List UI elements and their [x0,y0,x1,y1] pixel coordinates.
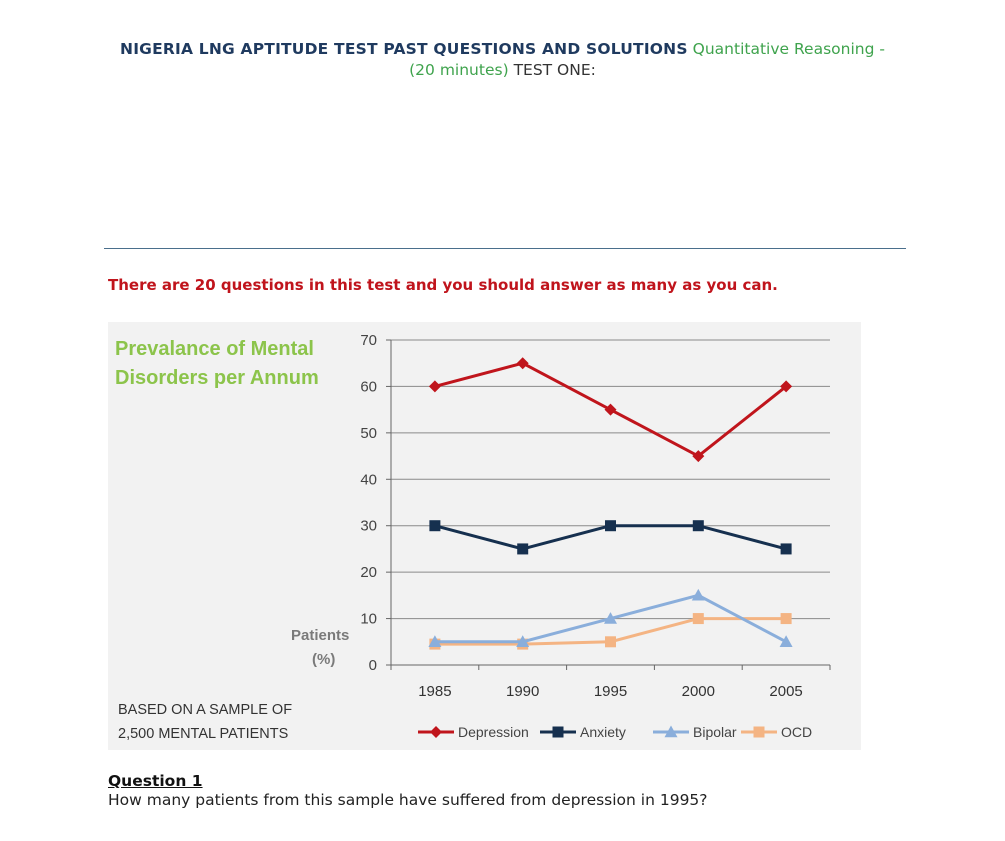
chart-container: Prevalance of Mental Disorders per Annum… [108,322,861,750]
sample-note-line2: 2,500 MENTAL PATIENTS [118,726,288,742]
header-divider [104,248,906,249]
x-tick-label: 1995 [594,683,627,700]
header-title: NIGERIA LNG APTITUDE TEST PAST QUESTIONS… [120,40,688,58]
y-tick-label: 60 [360,378,377,395]
data-point-depression [428,380,441,393]
x-tick-label: 2000 [682,683,715,700]
data-point-bipolar [691,588,705,601]
question-text: How many patients from this sample have … [108,791,708,809]
line-chart: Prevalance of Mental Disorders per Annum… [108,322,861,750]
data-point-ocd [780,613,792,625]
intro-text: There are 20 questions in this test and … [108,276,778,294]
data-point-anxiety [429,520,441,532]
data-point-anxiety [692,520,704,532]
legend-label-anxiety: Anxiety [580,724,626,740]
legend-marker-depression [430,726,442,738]
y-tick-label: 30 [360,518,377,535]
data-point-ocd [692,613,704,625]
data-point-anxiety [780,543,792,555]
y-tick-label: 50 [360,425,377,442]
data-point-anxiety [517,543,529,555]
data-point-depression [516,357,529,370]
legend-marker-bipolar [664,725,678,738]
data-point-depression [604,403,617,416]
chart-title-line1: Prevalance of Mental [115,338,314,360]
plot-area: 0 10 20 30 40 50 60 70 1985 1990 1995 2000 2005 [360,332,831,700]
data-point-bipolar [516,635,530,647]
data-point-ocd [605,636,616,648]
legend-label-bipolar: Bipolar [693,724,737,740]
y-tick-label: 70 [360,332,377,349]
y-tick-label: 10 [360,611,377,628]
x-tick-label: 1985 [418,683,451,700]
y-tick-label: 0 [369,657,377,674]
data-point-bipolar [428,635,442,647]
question-title: Question 1 [108,772,203,790]
y-tick-label: 20 [360,564,377,581]
y-tick-label: 40 [360,471,377,488]
data-point-anxiety [605,520,616,532]
header-duration: (20 minutes) [409,61,509,79]
x-tick-label: 1990 [506,683,539,700]
legend-marker-ocd [753,726,765,738]
legend-label-depression: Depression [458,724,529,740]
y-axis-label-line2: (%) [312,651,335,668]
y-axis-label-line1: Patients [291,627,349,644]
header-subject: Quantitative Reasoning - [692,40,885,58]
data-point-depression [780,380,793,393]
data-point-bipolar [779,635,793,647]
legend-label-ocd: OCD [781,724,812,740]
legend-marker-anxiety [552,726,564,738]
header-test-name: TEST ONE: [513,61,596,79]
document-header: NIGERIA LNG APTITUDE TEST PAST QUESTIONS… [110,39,895,81]
chart-legend: Depression Anxiety Bipolar OCD [418,724,812,740]
data-point-depression [692,450,705,463]
chart-title-line2: Disorders per Annum [115,367,319,389]
sample-note-line1: BASED ON A SAMPLE OF [118,702,292,718]
data-point-bipolar [604,612,617,624]
x-tick-label: 2005 [769,683,802,700]
